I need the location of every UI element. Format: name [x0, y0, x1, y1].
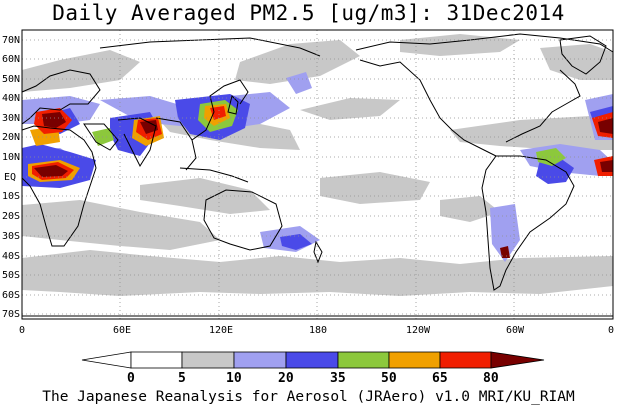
colorbar-label: 65 [432, 371, 448, 386]
colorbar-segment [81, 351, 132, 369]
pm25-level-80-plus [34, 112, 613, 258]
lon-label: 180 [309, 325, 327, 336]
colorbar-label: 10 [226, 371, 242, 386]
longitude-labels: 0 60E 120E 180 120W 60W 0 [19, 325, 614, 336]
lat-label: 30N [2, 113, 20, 124]
colorbar-labels: 0 5 10 20 35 50 65 80 [127, 371, 499, 386]
colorbar-segment [388, 351, 441, 369]
colorbar-segment [181, 351, 235, 369]
lat-label: 30S [2, 231, 20, 242]
lat-label: 10S [2, 191, 20, 202]
lon-label: 0 [19, 325, 25, 336]
lat-label: 60S [2, 290, 20, 301]
colorbar-segment [130, 351, 183, 369]
colorbar-segment [285, 351, 339, 369]
lat-label: 10N [2, 152, 20, 163]
lat-label: EQ [4, 172, 16, 183]
credit-footer: The Japanese Reanalysis for Aerosol (JRA… [42, 389, 575, 405]
lat-label: 20N [2, 132, 20, 143]
colorbar-segment [337, 351, 390, 369]
colorbar-segment [233, 351, 287, 369]
lon-label: 60E [113, 325, 131, 336]
colorbar-segment [439, 351, 492, 369]
lat-label: 50S [2, 270, 20, 281]
map-title: Daily Averaged PM2.5 [ug/m3]: 31Dec2014 [52, 1, 565, 25]
colorbar-segment [490, 351, 545, 369]
colorbar-label: 5 [178, 371, 186, 386]
lat-label: 20S [2, 211, 20, 222]
lon-label: 60W [506, 325, 525, 336]
colorbar-label: 35 [330, 371, 346, 386]
map-frame [21, 29, 614, 320]
latitude-labels: 70N 60N 50N 40N 30N 20N 10N EQ 10S 20S 3… [2, 35, 20, 320]
colorbar-label: 50 [381, 371, 397, 386]
lon-label: 120W [406, 325, 431, 336]
colorbar-label: 0 [127, 371, 135, 386]
lon-label: 120E [209, 325, 233, 336]
colorbar-label: 80 [483, 371, 499, 386]
coastlines [21, 33, 614, 317]
lat-label: 70S [2, 309, 20, 320]
lat-label: 50N [2, 74, 20, 85]
lat-label: 60N [2, 54, 20, 65]
colorbar [81, 351, 545, 369]
lat-label: 40S [2, 251, 20, 262]
graticule [22, 30, 613, 319]
lat-label: 70N [2, 35, 20, 46]
lat-label: 40N [2, 93, 20, 104]
colorbar-label: 20 [278, 371, 294, 386]
lon-label: 0 [608, 325, 614, 336]
